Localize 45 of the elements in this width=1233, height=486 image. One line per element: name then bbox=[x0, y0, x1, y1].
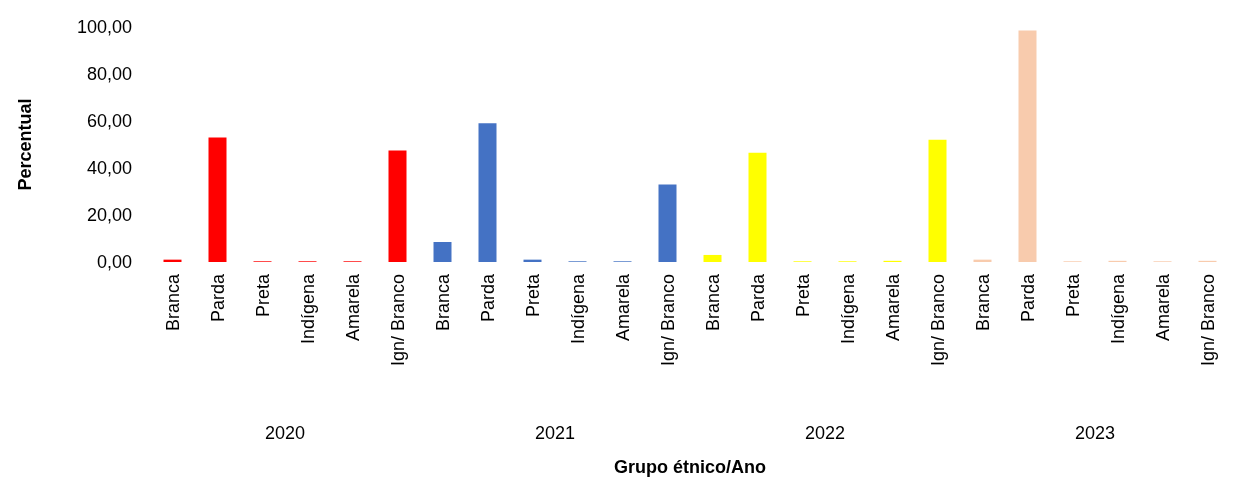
x-tick-label: Ign/ Branco bbox=[1197, 274, 1218, 367]
y-axis-title: Percentual bbox=[15, 98, 35, 191]
x-tick-label: Indígena bbox=[567, 273, 588, 345]
bar bbox=[478, 123, 497, 262]
text: 2022 bbox=[804, 423, 846, 443]
x-tick-label: Preta bbox=[1062, 273, 1083, 318]
x-tick-label: Indígena bbox=[297, 273, 318, 345]
bar bbox=[748, 152, 767, 262]
x-tick-label: Parda bbox=[207, 273, 228, 323]
x-tick-label: Preta bbox=[252, 273, 273, 318]
x-tick-label: Ign/ Branco bbox=[657, 274, 678, 367]
bar bbox=[208, 137, 227, 262]
y-tick-label: 100,00 bbox=[76, 17, 132, 37]
x-tick-label: Indígena bbox=[1107, 273, 1128, 345]
bar bbox=[703, 254, 722, 262]
x-tick-label: Branca bbox=[702, 273, 723, 332]
bar bbox=[1018, 30, 1037, 262]
text: 2021 bbox=[534, 423, 576, 443]
bar bbox=[433, 242, 452, 262]
bar bbox=[658, 184, 677, 262]
y-tick-label: 80,00 bbox=[86, 64, 132, 84]
x-tick-label: Amarela bbox=[882, 273, 903, 342]
bar bbox=[928, 139, 947, 262]
x-tick-label: Parda bbox=[747, 273, 768, 323]
x-tick-label: Amarela bbox=[612, 273, 633, 342]
x-tick-label: Branca bbox=[432, 273, 453, 332]
x-tick-label: Indígena bbox=[837, 273, 858, 345]
text: 2023 bbox=[1074, 423, 1116, 443]
text: Grupo étnico/Ano bbox=[614, 457, 766, 477]
x-tick-label: Parda bbox=[477, 273, 498, 323]
x-tick-label: Amarela bbox=[1152, 273, 1173, 342]
x-tick-label: Branca bbox=[162, 273, 183, 332]
y-tick-label: 0,00 bbox=[96, 252, 132, 272]
x-tick-label: Amarela bbox=[342, 273, 363, 342]
y-tick-label: 60,00 bbox=[86, 111, 132, 131]
text: 2020 bbox=[264, 423, 306, 443]
x-tick-label: Preta bbox=[792, 273, 813, 318]
bar bbox=[388, 150, 407, 262]
x-tick-label: Ign/ Branco bbox=[927, 274, 948, 367]
x-tick-label: Parda bbox=[1017, 273, 1038, 323]
x-tick-label: Preta bbox=[522, 273, 543, 318]
y-tick-label: 20,00 bbox=[86, 205, 132, 225]
y-tick-label: 40,00 bbox=[86, 158, 132, 178]
x-tick-label: Branca bbox=[972, 273, 993, 332]
x-tick-label: Ign/ Branco bbox=[387, 274, 408, 367]
